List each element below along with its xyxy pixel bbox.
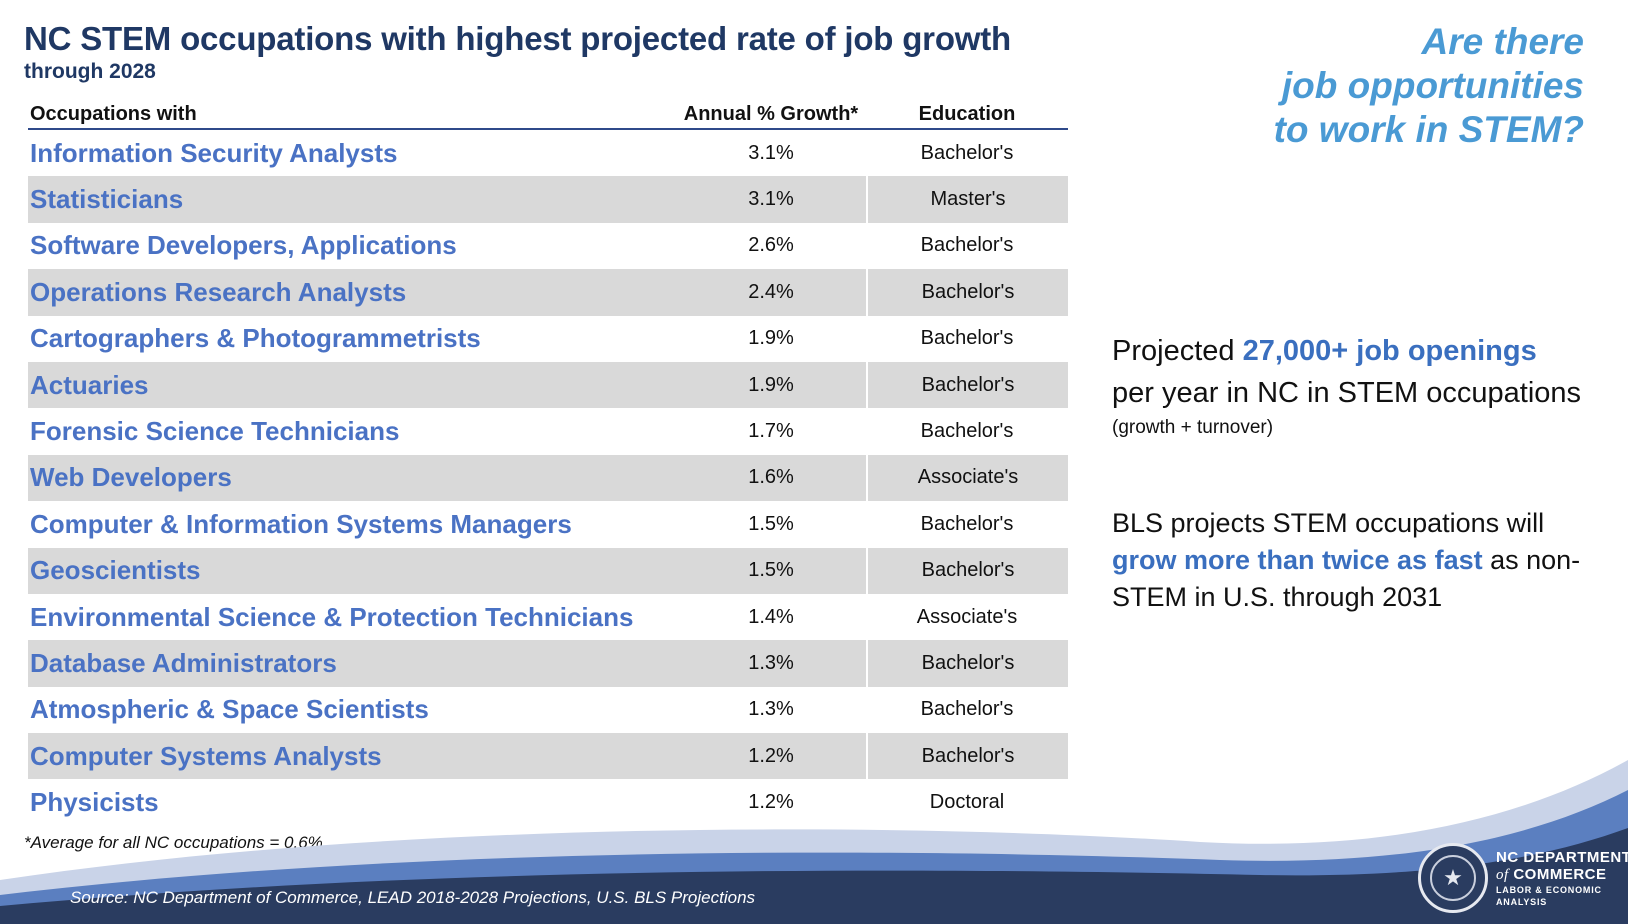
page-subtitle: through 2028 <box>24 60 156 83</box>
logo-commerce: COMMERCE <box>1508 866 1607 883</box>
projection-note: (growth + turnover) <box>1112 417 1274 438</box>
occupation-cell: Software Developers, Applications <box>30 230 457 261</box>
occupation-cell: Web Developers <box>30 462 232 493</box>
bls-text: BLS projects STEM occupations will grow … <box>1112 505 1612 616</box>
footer-swoosh <box>0 760 1628 924</box>
education-cell: Bachelor's <box>920 512 1014 535</box>
occupation-cell: Operations Research Analysts <box>30 276 407 307</box>
table-row: Cartographers & Photogrammetrists 1.9% Bac… <box>28 316 1068 362</box>
projection-line-2: per year in NC in STEM occupations <box>1112 377 1582 409</box>
occupations-table: Occupations with Annual % Growth* Educat… <box>28 100 1068 826</box>
education-cell: Associate's <box>866 454 1068 502</box>
logo-line-3: LABOR & ECONOMIC <box>1496 885 1602 895</box>
occupation-cell: Atmospheric & Space Scientists <box>30 694 429 725</box>
table-row: Database Administrators 1.3% Bachelor's <box>28 640 1068 687</box>
education-cell: Bachelor's <box>866 547 1068 594</box>
growth-cell: 1.2% <box>748 744 794 767</box>
header-growth: Annual % Growth* <box>683 103 859 125</box>
projection-highlight: 27,000+ job openings <box>1242 335 1537 367</box>
projection-text: Projected 27,000+ job openings per year … <box>1112 330 1612 442</box>
education-cell: Bachelor's <box>920 698 1014 721</box>
growth-cell: 2.4% <box>748 280 794 303</box>
occupation-cell: Actuaries <box>30 369 149 400</box>
growth-cell: 1.6% <box>748 466 794 489</box>
education-cell: Bachelor's <box>866 733 1068 780</box>
table-row: Computer & Information Systems Managers 1… <box>28 501 1068 547</box>
occupation-cell: Statisticians <box>30 184 184 215</box>
growth-cell: 1.7% <box>748 420 794 443</box>
logo-line-1: NC DEPARTMENT <box>1496 849 1628 866</box>
page-title: NC STEM occupations with highest project… <box>24 20 1012 57</box>
occupation-cell: Information Security Analysts <box>30 137 398 168</box>
table-row: Actuaries 1.9% Bachelor's <box>28 361 1068 409</box>
table-row: Physicists 1.2% Doctoral <box>28 779 1068 825</box>
logo-line-4: ANALYSIS <box>1496 897 1548 907</box>
bls-line-2-suffix: as non- <box>1482 545 1581 575</box>
question-heading: Are there job opportunities to work in S… <box>1274 20 1584 152</box>
header-education: Education <box>918 103 1016 125</box>
education-cell: Doctoral <box>929 791 1005 814</box>
education-cell: Bachelor's <box>866 361 1068 409</box>
education-cell: Bachelor's <box>920 234 1014 257</box>
education-cell: Bachelor's <box>920 327 1014 350</box>
bls-line-3: STEM in U.S. through 2031 <box>1112 582 1443 612</box>
occupation-cell: Cartographers & Photogrammetrists <box>30 323 481 354</box>
occupation-cell: Geoscientists <box>30 555 201 586</box>
education-cell: Associate's <box>916 605 1018 628</box>
table-row: Operations Research Analysts 2.4% Bachelor… <box>28 269 1068 316</box>
table-row: Computer Systems Analysts 1.2% Bachelor's <box>28 733 1068 780</box>
occupation-cell: Environmental Science & Protection Techn… <box>30 601 634 632</box>
table-row: Atmospheric & Space Scientists 1.3% Bachel… <box>28 687 1068 733</box>
header-occupation: Occupations with <box>30 103 197 125</box>
education-cell: Bachelor's <box>920 420 1014 443</box>
table-row: Geoscientists 1.5% Bachelor's <box>28 547 1068 594</box>
occupation-cell: Forensic Science Technicians <box>30 416 400 447</box>
education-cell: Bachelor's <box>866 269 1068 316</box>
growth-cell: 1.4% <box>748 605 794 628</box>
table-row: Information Security Analysts 3.1% Bachelo… <box>28 130 1068 176</box>
projection-prefix: Projected <box>1112 335 1243 367</box>
footnote: *Average for all NC occupations = 0.6% <box>24 833 323 852</box>
table-row: Environmental Science & Protection Techn… <box>28 594 1068 640</box>
occupation-cell: Computer Systems Analysts <box>30 740 382 771</box>
nc-commerce-logo: NC DEPARTMENT of COMMERCE LABOR & ECONOM… <box>1496 850 1628 908</box>
bls-line-1: BLS projects STEM occupations will <box>1112 508 1545 538</box>
occupation-cell: Database Administrators <box>30 647 337 678</box>
growth-cell: 1.9% <box>748 327 794 350</box>
table-row: Software Developers, Applications 2.6% Bac… <box>28 223 1068 269</box>
source-text: Source: NC Department of Commerce, LEAD … <box>70 888 756 907</box>
growth-cell: 1.5% <box>748 512 794 535</box>
table-row: Forensic Science Technicians 1.7% Bachelor… <box>28 408 1068 454</box>
question-line-3: to work in STEM? <box>1273 109 1584 150</box>
table-row: Web Developers 1.6% Associate's <box>28 454 1068 502</box>
state-seal-icon: ★ <box>1418 843 1488 913</box>
education-cell: Bachelor's <box>866 640 1068 687</box>
growth-cell: 1.5% <box>748 559 794 582</box>
growth-cell: 2.6% <box>748 234 794 257</box>
table-row: Statisticians 3.1% Master's <box>28 176 1068 223</box>
question-line-1: Are there <box>1421 21 1584 62</box>
growth-cell: 1.3% <box>748 698 794 721</box>
growth-cell: 1.9% <box>748 373 794 396</box>
table-header: Occupations with Annual % Growth* Educat… <box>28 100 1068 130</box>
education-cell: Master's <box>866 176 1068 223</box>
occupation-cell: Computer & Information Systems Managers <box>30 508 572 539</box>
table-body: Information Security Analysts 3.1% Bachelo… <box>28 130 1068 826</box>
education-cell: Bachelor's <box>920 141 1014 164</box>
question-line-2: job opportunities <box>1281 65 1584 106</box>
growth-cell: 1.3% <box>748 651 794 674</box>
bls-highlight: grow more than twice as fast <box>1112 545 1483 575</box>
logo-of: of <box>1496 867 1509 883</box>
growth-cell: 3.1% <box>748 188 794 211</box>
occupation-cell: Physicists <box>30 787 159 818</box>
growth-cell: 1.2% <box>748 791 794 814</box>
growth-cell: 3.1% <box>748 141 794 164</box>
